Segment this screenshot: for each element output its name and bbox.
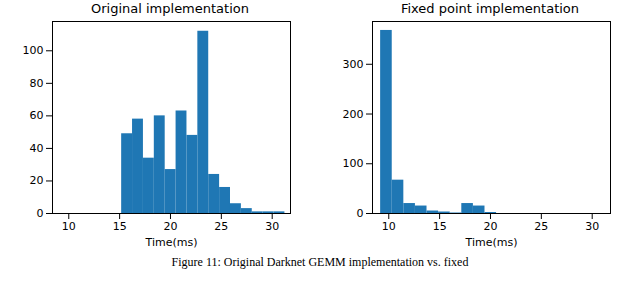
html-text:Figure 11: Original Darknet GE: Figure 11: Original Darknet GEMM impleme…	[171, 255, 469, 269]
svg-text:200: 200	[343, 108, 364, 121]
svg-text:15: 15	[433, 220, 447, 233]
svg-text:25: 25	[534, 220, 548, 233]
svg-text:0: 0	[357, 207, 364, 220]
svg-text:25: 25	[214, 220, 228, 233]
svg-text:10: 10	[382, 220, 396, 233]
svg-text:80: 80	[30, 77, 44, 90]
svg-text:300: 300	[343, 58, 364, 71]
svg-text:20: 20	[30, 174, 44, 187]
svg-text:60: 60	[30, 109, 44, 122]
svg-text:20: 20	[163, 220, 177, 233]
svg-text:30: 30	[265, 220, 279, 233]
svg-text:20: 20	[483, 220, 497, 233]
html-text:Fixed point implementation: Fixed point implementation	[400, 1, 579, 16]
svg-text:15: 15	[113, 220, 127, 233]
svg-text:Time(ms): Time(ms)	[465, 236, 518, 249]
svg-text:10: 10	[62, 220, 76, 233]
svg-text:Time(ms): Time(ms)	[145, 236, 198, 249]
svg-text:100: 100	[343, 157, 364, 170]
svg-text:30: 30	[585, 220, 599, 233]
svg-text:0: 0	[37, 207, 44, 220]
svg-text:100: 100	[23, 44, 44, 57]
html-text:Original implementation: Original implementation	[91, 1, 249, 16]
svg-text:40: 40	[30, 142, 44, 155]
